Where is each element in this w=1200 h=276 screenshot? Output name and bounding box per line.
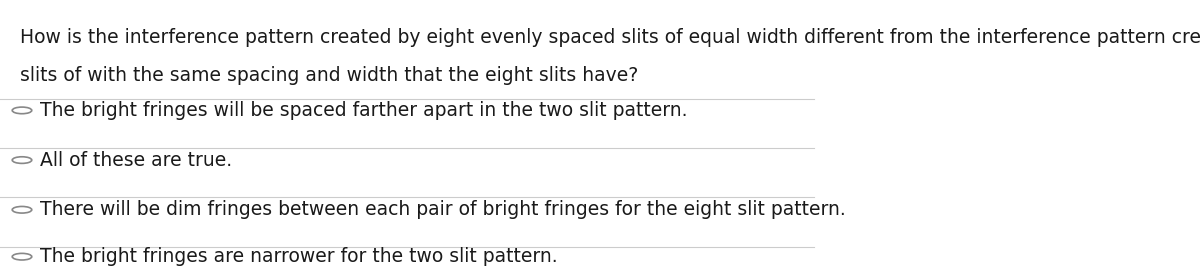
Text: slits of with the same spacing and width that the eight slits have?: slits of with the same spacing and width… <box>20 66 638 85</box>
Text: How is the interference pattern created by eight evenly spaced slits of equal wi: How is the interference pattern created … <box>20 28 1200 47</box>
Text: The bright fringes will be spaced farther apart in the two slit pattern.: The bright fringes will be spaced farthe… <box>40 101 688 120</box>
Text: All of these are true.: All of these are true. <box>40 151 232 169</box>
Text: The bright fringes are narrower for the two slit pattern.: The bright fringes are narrower for the … <box>40 247 558 266</box>
Text: There will be dim fringes between each pair of bright fringes for the eight slit: There will be dim fringes between each p… <box>40 200 846 219</box>
